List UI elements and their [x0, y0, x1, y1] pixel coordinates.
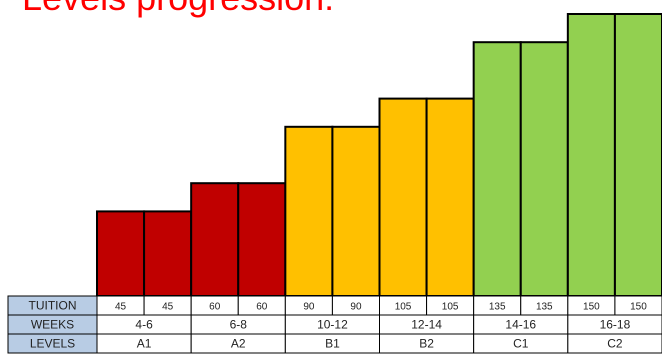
bar-b1-5	[284, 125, 334, 297]
cell-text-tuition-9: 135	[489, 302, 506, 313]
cell-text-levels-4: B2	[419, 337, 434, 351]
cell-text-tuition-3: 60	[209, 302, 221, 313]
bar-a2-4	[237, 182, 287, 297]
cell-text-tuition-1: 45	[115, 302, 127, 313]
bar-c1-10	[519, 41, 569, 298]
bar-a1-1	[96, 210, 146, 297]
cell-text-weeks-4: 12-14	[411, 318, 442, 332]
bar-b2-8	[425, 97, 475, 297]
cell-text-weeks-2: 6-8	[230, 318, 248, 332]
cell-text-levels-6: C2	[607, 337, 623, 351]
chart-title: Levels progression:	[22, 0, 334, 18]
cell-text-weeks-3: 10-12	[317, 318, 348, 332]
bar-a1-2	[143, 210, 193, 297]
cell-text-tuition-7: 105	[395, 302, 412, 313]
cell-text-tuition-5: 90	[303, 302, 315, 313]
row-label-weeks: WEEKS	[31, 318, 74, 332]
cell-text-tuition-8: 105	[442, 302, 459, 313]
cell-text-weeks-1: 4-6	[135, 318, 153, 332]
row-label-tuition: TUITION	[29, 299, 77, 313]
bar-b1-6	[331, 125, 381, 297]
cell-text-levels-2: A2	[231, 337, 246, 351]
cell-text-levels-5: C1	[513, 337, 529, 351]
bar-c2-11	[566, 13, 616, 297]
cell-text-tuition-10: 135	[536, 302, 553, 313]
cell-text-tuition-6: 90	[350, 302, 362, 313]
cell-text-tuition-2: 45	[162, 302, 174, 313]
cell-text-tuition-11: 150	[583, 302, 600, 313]
cell-text-tuition-4: 60	[256, 302, 268, 313]
bar-c2-12	[613, 13, 662, 297]
cell-text-weeks-6: 16-18	[600, 318, 631, 332]
cell-text-levels-3: B1	[325, 337, 340, 351]
cell-text-levels-1: A1	[137, 337, 152, 351]
bar-c1-9	[472, 41, 522, 298]
bar-a2-3	[190, 182, 240, 297]
bar-b2-7	[378, 97, 428, 297]
cell-text-weeks-5: 14-16	[505, 318, 536, 332]
row-label-levels: LEVELS	[30, 337, 75, 351]
cell-text-tuition-12: 150	[630, 302, 647, 313]
